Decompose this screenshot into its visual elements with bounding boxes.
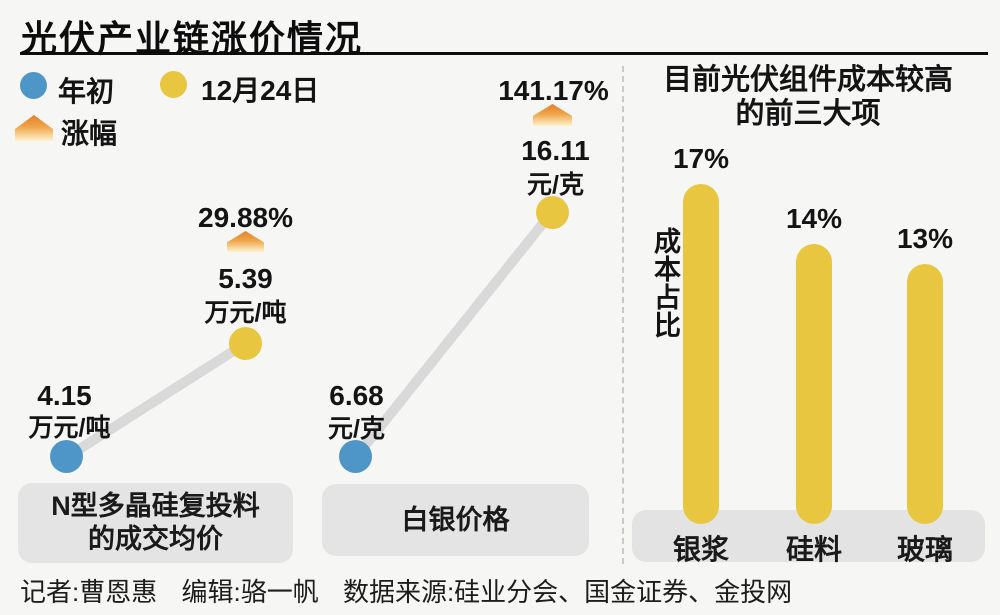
footer: 记者:曹恩惠 编辑:骆一帆 数据来源:硅业分会、国金证券、金投网 <box>20 572 809 609</box>
chart2-name-box: 白银价格 <box>322 484 589 556</box>
cost-bar <box>796 244 832 524</box>
chart1-change-pct: 29.88% <box>198 202 293 233</box>
chart1-end-value: 5.39 <box>218 263 273 294</box>
chart1-name-line: 的成交均价 <box>88 524 223 554</box>
increase-arrow-icon <box>533 104 572 126</box>
increase-arrow-icon <box>15 115 53 141</box>
footer-editor: 编辑:骆一帆 <box>181 577 319 607</box>
chart1-start-unit: 万元/吨 <box>28 414 111 442</box>
bar-category-label: 硅料 <box>785 534 842 565</box>
increase-arrow-icon <box>227 231 264 252</box>
chart2-change-pct: 141.17% <box>498 75 609 106</box>
bar-chart-ylabel: 成本占比 <box>650 227 680 339</box>
bar-value-label: 13% <box>896 223 954 254</box>
legend-change-label: 涨幅 <box>61 118 118 149</box>
footer-reporter: 记者:曹恩惠 <box>20 577 158 607</box>
bar-column: 14% <box>759 203 869 524</box>
bar-chart-title-line: 的前三大项 <box>735 98 881 130</box>
chart2-end-unit: 元/克 <box>527 171 584 199</box>
chart2-end-value: 16.11 <box>521 135 590 166</box>
bar-chart-title: 目前光伏组件成本较高 的前三大项 <box>628 63 988 131</box>
bar-value-label: 17% <box>672 143 730 174</box>
footer-source: 数据来源:硅业分会、国金证券、金投网 <box>342 577 793 607</box>
bar-chart-title-line: 目前光伏组件成本较高 <box>662 64 953 96</box>
chart1-name-line: N型多晶硅复投料 <box>51 491 260 521</box>
cost-bar <box>907 264 943 524</box>
legend-start-label: 年初 <box>58 76 115 107</box>
chart2-end-dot <box>536 196 569 229</box>
bar-category-label: 玻璃 <box>896 534 953 565</box>
bar-value-label: 14% <box>785 203 843 234</box>
bar-column: 13% <box>870 223 980 524</box>
chart1-start-dot <box>50 440 83 473</box>
chart1-name-box: N型多晶硅复投料 的成交均价 <box>18 483 293 563</box>
legend-end-label: 12月24日 <box>201 75 320 106</box>
panel-divider <box>622 66 624 564</box>
bar-column: 17% <box>646 143 756 524</box>
chart1-start-value: 4.15 <box>37 380 92 411</box>
chart1-end-dot <box>229 327 262 360</box>
cost-bar <box>683 184 719 524</box>
chart2-start-unit: 元/克 <box>328 415 385 443</box>
bar-category-label: 银浆 <box>672 534 729 565</box>
chart1-end-unit: 万元/吨 <box>204 299 287 327</box>
chart2-start-value: 6.68 <box>329 380 384 411</box>
legend-start-dot-icon <box>20 72 47 99</box>
legend-end-dot-icon <box>160 71 187 98</box>
chart2-start-dot <box>339 440 372 473</box>
title-underline <box>20 52 988 55</box>
